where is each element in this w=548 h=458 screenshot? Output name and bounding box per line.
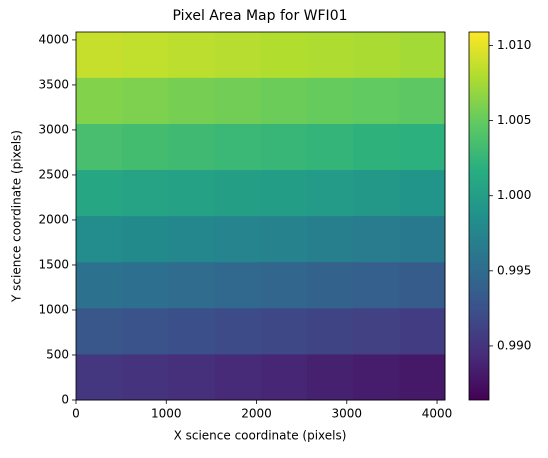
heatmap-cell xyxy=(122,32,169,78)
colorbar-tick-label: 0.995 xyxy=(497,263,531,277)
y-tick-label: 1500 xyxy=(38,257,69,271)
heatmap-cell xyxy=(122,77,169,124)
heatmap-cell xyxy=(399,215,446,263)
heatmap-cell xyxy=(214,169,262,217)
heatmap-cell xyxy=(307,123,354,171)
heatmap-cell xyxy=(307,261,354,309)
colorbar-frame xyxy=(468,31,490,401)
heatmap-cell xyxy=(353,215,401,263)
heatmap-cell xyxy=(307,77,354,124)
heatmap-cell xyxy=(260,32,308,78)
colorbar-tick-label: 1.010 xyxy=(497,38,531,52)
heatmap-cell xyxy=(168,77,216,124)
x-axis-label: X science coordinate (pixels) xyxy=(174,429,347,443)
colorbar xyxy=(469,32,489,400)
heatmap-cell xyxy=(399,77,446,124)
heatmap-cell xyxy=(260,261,308,309)
heatmap-cell xyxy=(122,169,169,217)
heatmap-cell xyxy=(353,307,401,355)
heatmap-cell xyxy=(168,353,216,401)
x-tick-label: 2000 xyxy=(241,407,272,421)
heatmap-cell xyxy=(214,261,262,309)
heatmap-cell xyxy=(307,307,354,355)
heatmap-cell xyxy=(260,353,308,401)
chart-title: Pixel Area Map for WFI01 xyxy=(172,8,347,24)
y-tick-label: 4000 xyxy=(38,32,69,46)
y-tick-label: 1000 xyxy=(38,302,69,316)
heatmap-cell xyxy=(399,353,446,401)
heatmap-cell xyxy=(168,169,216,217)
heatmap-cell xyxy=(76,215,123,263)
heatmap-cell xyxy=(260,169,308,217)
heatmap-cell xyxy=(168,215,216,263)
heatmap-cell xyxy=(353,123,401,171)
heatmap-cell xyxy=(399,169,446,217)
heatmap-cell xyxy=(214,307,262,355)
x-tick-label: 0 xyxy=(72,407,80,421)
y-axis-label: Y science coordinate (pixels) xyxy=(10,130,24,303)
heatmap-cell xyxy=(168,123,216,171)
x-tick-label: 3000 xyxy=(332,407,363,421)
heatmap-cell xyxy=(353,77,401,124)
heatmap-cell xyxy=(399,123,446,171)
heatmap-cell xyxy=(76,169,123,217)
heatmap-cell xyxy=(307,169,354,217)
heatmap-cell xyxy=(76,353,123,401)
heatmap-cell xyxy=(76,32,123,78)
heatmap-cell xyxy=(214,353,262,401)
heatmap-cell xyxy=(260,215,308,263)
heatmap-cell xyxy=(353,32,401,78)
x-tick-label: 4000 xyxy=(422,407,453,421)
heatmap-cell xyxy=(260,307,308,355)
colorbar-tick-label: 1.000 xyxy=(497,188,531,202)
heatmap-cell xyxy=(122,261,169,309)
heatmap-cell xyxy=(399,307,446,355)
heatmap-cell xyxy=(76,123,123,171)
heatmap-cell xyxy=(76,77,123,124)
x-tick-label: 1000 xyxy=(151,407,182,421)
heatmap-cell xyxy=(122,123,169,171)
heatmap xyxy=(76,32,446,401)
heatmap-cell xyxy=(399,261,446,309)
heatmap-cell xyxy=(76,307,123,355)
y-tick-label: 500 xyxy=(46,347,69,361)
heatmap-cell xyxy=(168,307,216,355)
heatmap-cell xyxy=(168,32,216,78)
colorbar-tick-label: 0.990 xyxy=(497,338,531,352)
heatmap-cell xyxy=(76,261,123,309)
heatmap-cell xyxy=(260,77,308,124)
y-tick-label: 2000 xyxy=(38,212,69,226)
y-tick-label: 3500 xyxy=(38,77,69,91)
heatmap-cell xyxy=(307,353,354,401)
heatmap-cell xyxy=(353,353,401,401)
heatmap-cell xyxy=(214,77,262,124)
heatmap-cell xyxy=(307,215,354,263)
heatmap-cell xyxy=(399,32,446,78)
y-tick-label: 2500 xyxy=(38,167,69,181)
heatmap-cell xyxy=(122,353,169,401)
y-tick-label: 0 xyxy=(61,393,69,407)
heatmap-cell xyxy=(214,123,262,171)
heatmap-cell xyxy=(214,32,262,78)
plot-frame xyxy=(75,31,446,401)
heatmap-cell xyxy=(214,215,262,263)
heatmap-cell xyxy=(260,123,308,171)
heatmap-cell xyxy=(353,169,401,217)
heatmap-cell xyxy=(122,215,169,263)
colorbar-tick-label: 1.005 xyxy=(497,113,531,127)
heatmap-cell xyxy=(168,261,216,309)
heatmap-cell xyxy=(122,307,169,355)
heatmap-cell xyxy=(353,261,401,309)
heatmap-cell xyxy=(307,32,354,78)
y-tick-label: 3000 xyxy=(38,122,69,136)
